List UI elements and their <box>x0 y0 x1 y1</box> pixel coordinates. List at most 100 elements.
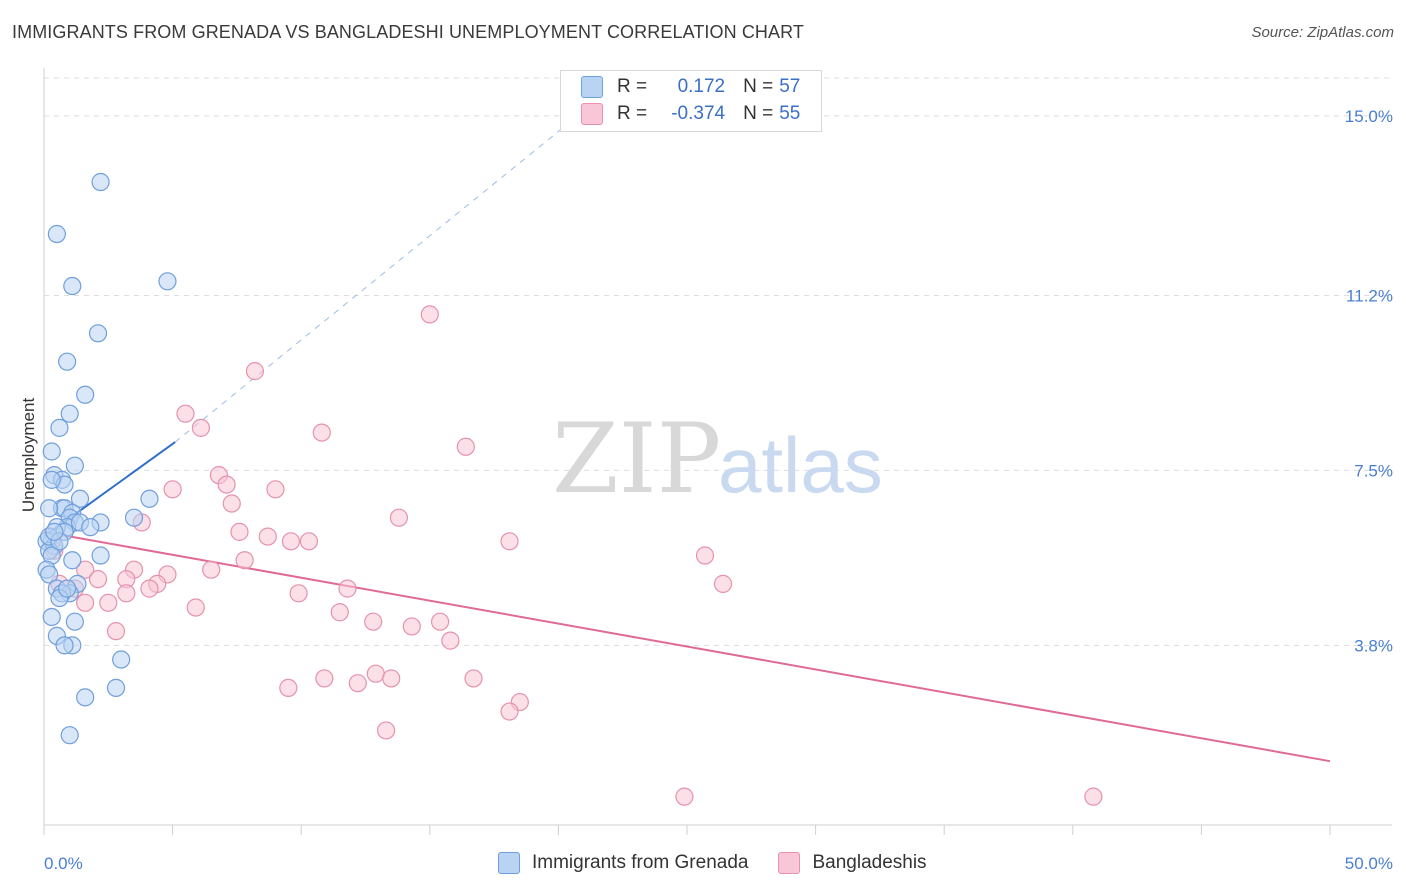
point-grenada <box>91 172 110 192</box>
legend-swatch-blue <box>581 76 603 98</box>
point-bangladeshis <box>713 574 733 593</box>
n-label: N = <box>743 76 774 97</box>
point-grenada <box>55 636 74 655</box>
point-grenada <box>112 650 131 669</box>
point-grenada <box>63 276 82 296</box>
x-tick-label: 50.0% <box>1345 854 1393 873</box>
watermark-atlas: atlas <box>718 421 883 509</box>
y-tick-label: 7.5% <box>1354 461 1393 480</box>
watermark-zip: ZIP <box>552 403 721 515</box>
n-value: 55 <box>779 103 801 124</box>
point-grenada <box>42 442 61 461</box>
point-bangladeshis <box>88 570 108 589</box>
point-grenada <box>76 688 95 707</box>
legend-item-bangladeshis: Bangladeshis <box>778 852 927 874</box>
legend-swatch-pink <box>778 852 801 874</box>
r-label: R = <box>617 103 648 124</box>
point-bangladeshis <box>186 598 205 617</box>
point-bangladeshis <box>245 362 265 381</box>
point-bangladeshis <box>217 475 236 494</box>
point-grenada <box>81 518 100 537</box>
point-grenada <box>76 385 95 404</box>
trend-extension-grenada <box>174 124 567 443</box>
point-bangladeshis <box>312 423 331 442</box>
point-grenada <box>45 522 64 541</box>
point-grenada <box>58 579 77 598</box>
point-grenada <box>42 470 61 489</box>
r-value: 0.172 <box>677 76 726 97</box>
point-bangladeshis <box>140 579 159 598</box>
legend-row-bangladeshis: R = -0.374 N = 55 <box>581 102 800 126</box>
chart-title: IMMIGRANTS FROM GRENADA VS BANGLADESHI U… <box>12 22 805 42</box>
correlation-legend: R = 0.172 N = 57 R = -0.374 N = 55 <box>560 70 822 132</box>
data-points <box>37 172 1103 806</box>
point-bangladeshis <box>235 551 254 570</box>
point-grenada <box>50 418 69 437</box>
point-grenada <box>65 612 84 631</box>
legend-swatch-pink <box>581 103 603 125</box>
point-bangladeshis <box>99 593 118 612</box>
point-grenada <box>106 678 126 697</box>
point-grenada <box>60 404 79 423</box>
y-axis-label: Unemployment <box>19 398 38 513</box>
point-grenada <box>91 546 110 565</box>
y-tick-label: 11.2% <box>1346 286 1393 305</box>
point-grenada <box>60 726 79 745</box>
legend-row-grenada: R = 0.172 N = 57 <box>581 75 800 99</box>
point-bangladeshis <box>106 622 126 641</box>
watermark: ZIP atlas <box>552 403 883 515</box>
point-bangladeshis <box>191 418 210 437</box>
legend-item-grenada: Immigrants from Grenada <box>498 852 748 874</box>
point-bangladeshis <box>389 508 409 527</box>
series-legend: Immigrants from Grenada Bangladeshis <box>498 852 957 874</box>
tick-labels: 3.8% 7.5% 11.2% 15.0% 0.0% 50.0% <box>44 107 1393 873</box>
point-bangladeshis <box>299 532 319 551</box>
point-grenada <box>124 508 144 527</box>
r-label: R = <box>617 76 648 97</box>
point-bangladeshis <box>163 480 182 499</box>
point-grenada <box>158 272 177 291</box>
point-grenada <box>58 352 77 371</box>
point-bangladeshis <box>430 612 450 631</box>
point-bangladeshis <box>500 532 519 551</box>
point-bangladeshis <box>222 494 241 513</box>
point-grenada <box>42 607 61 627</box>
y-tick-label: 3.8% <box>1354 636 1393 655</box>
point-bangladeshis <box>258 527 277 546</box>
point-bangladeshis <box>1084 787 1103 806</box>
point-bangladeshis <box>348 674 367 693</box>
point-grenada <box>63 551 82 570</box>
x-tick-label: 0.0% <box>44 854 83 873</box>
point-grenada <box>88 324 108 343</box>
point-bangladeshis <box>464 669 483 688</box>
r-value: -0.374 <box>671 103 726 124</box>
axes <box>43 68 1392 835</box>
point-grenada <box>70 489 90 508</box>
y-tick-label: 15.0% <box>1345 107 1393 126</box>
point-bangladeshis <box>695 546 715 565</box>
point-bangladeshis <box>281 532 301 551</box>
point-bangladeshis <box>402 617 421 636</box>
point-grenada <box>40 565 59 584</box>
point-bangladeshis <box>279 678 298 697</box>
point-bangladeshis <box>266 480 285 499</box>
n-label: N = <box>743 103 774 124</box>
point-bangladeshis <box>230 522 249 541</box>
point-bangladeshis <box>202 560 221 579</box>
point-bangladeshis <box>382 669 401 688</box>
source-label: Source: ZipAtlas.com <box>1251 24 1394 41</box>
point-bangladeshis <box>315 669 334 688</box>
point-bangladeshis <box>500 702 519 721</box>
point-bangladeshis <box>117 584 136 603</box>
point-bangladeshis <box>456 437 475 456</box>
point-grenada <box>65 456 84 475</box>
trend-line-bangladeshis <box>43 530 1331 763</box>
legend-label-bangladeshis: Bangladeshis <box>812 852 927 873</box>
point-grenada <box>40 499 59 518</box>
point-grenada <box>140 489 159 508</box>
point-bangladeshis <box>675 787 694 806</box>
point-bangladeshis <box>420 305 439 324</box>
point-bangladeshis <box>366 664 385 683</box>
point-bangladeshis <box>176 404 195 423</box>
